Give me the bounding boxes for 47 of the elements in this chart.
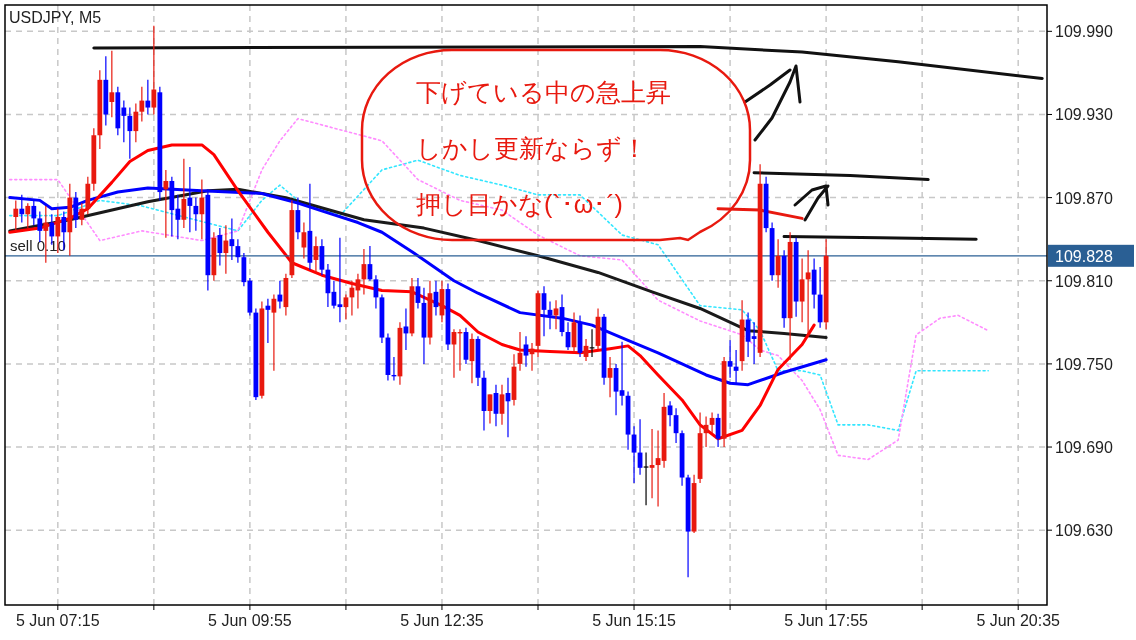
candlestick (805, 249, 811, 337)
candlestick (19, 194, 25, 224)
chart-title: USDJPY, M5 (9, 9, 102, 26)
candlestick (145, 79, 151, 116)
x-tick-label: 5 Jun 20:35 (976, 612, 1061, 629)
x-tick-label: 5 Jun 17:55 (784, 612, 869, 629)
x-tick-label: 5 Jun 15:15 (592, 612, 676, 629)
price-tag: 109.828 (1048, 244, 1134, 267)
y-tick-label: 109.990 (1055, 23, 1113, 41)
candlestick (193, 197, 199, 232)
candlestick (523, 335, 529, 368)
candlestick (643, 451, 649, 506)
y-tick-label: 109.810 (1055, 272, 1113, 290)
x-tick-label: 5 Jun 09:55 (208, 612, 292, 629)
candlestick (199, 179, 205, 240)
y-tick-label: 109.750 (1055, 355, 1113, 373)
candlestick (181, 158, 187, 229)
candlestick (217, 227, 223, 267)
candlestick (751, 321, 757, 365)
candlestick (31, 199, 37, 226)
annotation: しかし更新ならず！ (416, 134, 647, 163)
candlestick (25, 202, 31, 229)
candlestick (73, 191, 79, 229)
candlestick (13, 199, 19, 233)
candlestick (337, 237, 343, 323)
x-tick-label: 5 Jun 07:15 (16, 612, 100, 629)
candlestick (109, 50, 115, 118)
candlestick (229, 217, 235, 261)
candlestick (223, 224, 229, 275)
candlestick (139, 86, 145, 122)
annotation: 下げている中の急上昇 (416, 78, 671, 106)
candlestick (79, 202, 85, 226)
x-tick-label: 5 Jun 12:35 (400, 612, 484, 629)
candlestick (649, 428, 655, 499)
y-tick-label: 109.930 (1055, 106, 1113, 124)
candlestick (799, 257, 805, 323)
candlestick (37, 210, 43, 243)
annotation: 押し目かな(`･ω･´) (416, 190, 623, 218)
y-tick-label: 109.870 (1055, 189, 1113, 207)
candlestick (127, 106, 133, 160)
candlestick (235, 238, 241, 264)
y-tick-label: 109.690 (1055, 439, 1113, 457)
speech-bubble: 下げている中の急上昇 しかし更新ならず！ 押し目かな(`･ω･´) (360, 48, 752, 242)
candlestick (151, 25, 157, 116)
y-tick-label: 109.630 (1055, 522, 1113, 540)
candlestick (163, 169, 169, 239)
candlestick (133, 102, 139, 143)
